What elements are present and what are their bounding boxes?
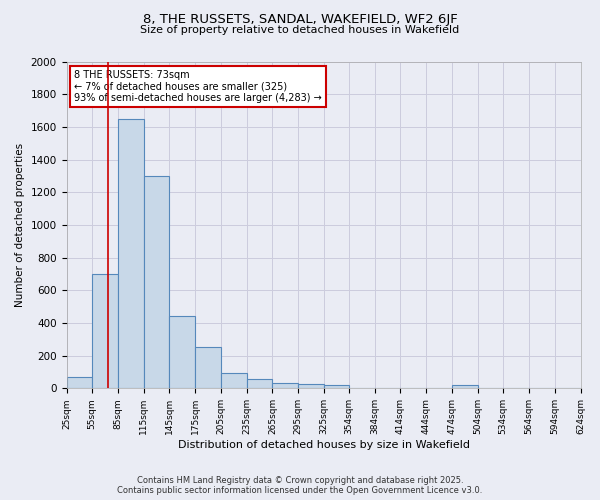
Bar [169, 316, 195, 388]
Text: 8, THE RUSSETS, SANDAL, WAKEFIELD, WF2 6JF: 8, THE RUSSETS, SANDAL, WAKEFIELD, WF2 6… [143, 12, 457, 26]
Bar [118, 118, 144, 388]
Bar [324, 385, 349, 388]
Bar [247, 380, 272, 388]
Y-axis label: Number of detached properties: Number of detached properties [15, 143, 25, 307]
Text: 8 THE RUSSETS: 73sqm
← 7% of detached houses are smaller (325)
93% of semi-detac: 8 THE RUSSETS: 73sqm ← 7% of detached ho… [74, 70, 322, 103]
Bar [92, 274, 118, 388]
Text: Size of property relative to detached houses in Wakefield: Size of property relative to detached ho… [140, 25, 460, 35]
Bar [144, 176, 169, 388]
Bar [195, 348, 221, 389]
Bar [221, 373, 247, 388]
X-axis label: Distribution of detached houses by size in Wakefield: Distribution of detached houses by size … [178, 440, 470, 450]
Bar [298, 384, 324, 388]
Bar [452, 385, 478, 388]
Bar [67, 377, 92, 388]
Text: Contains HM Land Registry data © Crown copyright and database right 2025.
Contai: Contains HM Land Registry data © Crown c… [118, 476, 482, 495]
Bar [272, 384, 298, 388]
